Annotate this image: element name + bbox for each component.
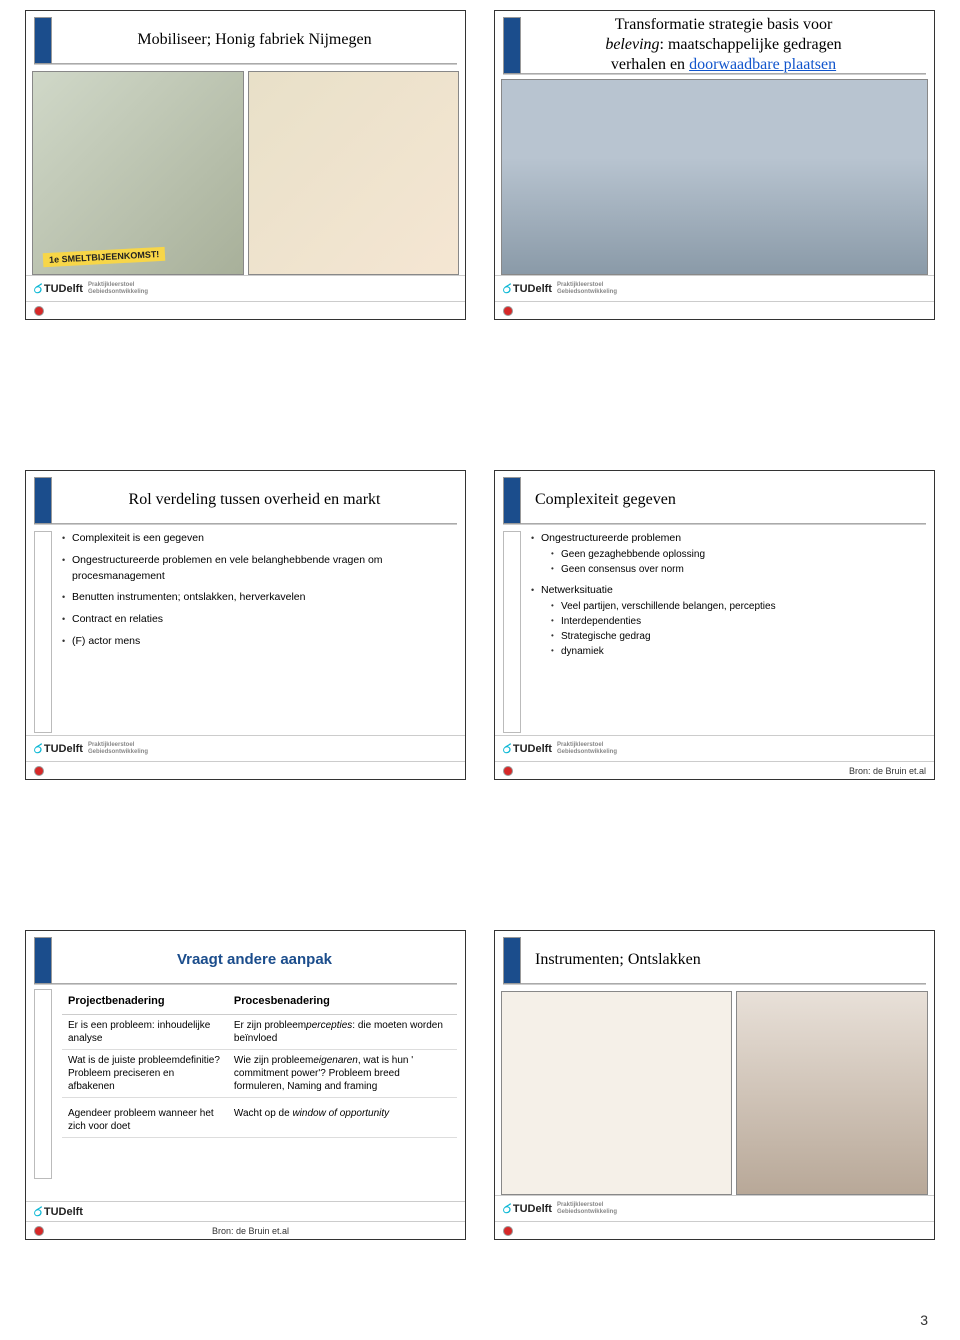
- tudelft-logo: ර TUDelft PraktijkleerstoelGebiedsontwik…: [34, 281, 148, 297]
- bullet-item: Contract en relaties: [62, 612, 455, 628]
- bullet-item: Netwerksituatie Veel partijen, verschill…: [531, 583, 924, 659]
- table-cell: Er zijn probleempercepties: die moeten w…: [228, 1014, 457, 1049]
- tudelft-logo: ර TUDelft PraktijkleerstoelGebiedsontwik…: [503, 741, 617, 757]
- logo-subtitle: PraktijkleerstoelGebiedsontwikkeling: [88, 742, 148, 755]
- bullet-list: Ongestructureerde problemen Geen gezaghe…: [531, 531, 924, 659]
- bullet-list: Complexiteit is een gegeven Ongestructur…: [62, 531, 455, 650]
- title-accent: [503, 477, 521, 524]
- slide-title: Rol verdeling tussen overheid en markt: [52, 477, 457, 524]
- flame-icon: ර: [503, 741, 511, 757]
- red-dot-icon: [34, 766, 44, 776]
- red-dot-icon: [503, 306, 513, 316]
- slide-title: Vraagt andere aanpak: [52, 937, 457, 984]
- sub-bullet: Strategische gedrag: [551, 629, 924, 644]
- tudelft-logo: ර TUDelft PraktijkleerstoelGebiedsontwik…: [34, 741, 148, 757]
- flame-icon: ර: [34, 281, 42, 297]
- table-cell: Agendeer probleem wanneer het zich voor …: [62, 1103, 228, 1138]
- sub-bullet: Interdependenties: [551, 614, 924, 629]
- source-text: Bron: de Bruin et.al: [212, 1226, 289, 1236]
- river-crossing-image: [501, 79, 928, 275]
- tudelft-logo: ර TUDelft PraktijkleerstoelGebiedsontwik…: [503, 1201, 617, 1217]
- red-dot-icon: [34, 306, 44, 316]
- content-accent: [503, 531, 521, 733]
- slide-title: Transformatie strategie basis voor belev…: [521, 17, 926, 74]
- table-header: Procesbenadering: [228, 989, 457, 1014]
- content-accent: [34, 989, 52, 1179]
- sub-bullet: Veel partijen, verschillende belangen, p…: [551, 599, 924, 614]
- slide-title: Instrumenten; Ontslakken: [521, 937, 926, 984]
- flame-icon: ර: [34, 1204, 42, 1220]
- slide-complexiteit: Complexiteit gegeven Ongestructureerde p…: [494, 470, 935, 780]
- sticky-notes-image: [248, 71, 460, 275]
- logo-subtitle: PraktijkleerstoelGebiedsontwikkeling: [88, 282, 148, 295]
- table-cell: Wat is de juiste probleemdefinitie? Prob…: [62, 1049, 228, 1097]
- bullet-item: Ongestructureerde problemen Geen gezaghe…: [531, 531, 924, 577]
- logo-text: TUDelft: [513, 283, 552, 295]
- logo-subtitle: PraktijkleerstoelGebiedsontwikkeling: [557, 742, 617, 755]
- logo-subtitle: PraktijkleerstoelGebiedsontwikkeling: [557, 1202, 617, 1215]
- table-cell: Wacht op de window of opportunity: [228, 1103, 457, 1138]
- tudelft-logo: ර TUDelft: [34, 1204, 83, 1220]
- bullet-item: Benutten instrumenten; ontslakken, herve…: [62, 590, 455, 606]
- bullet-item: (F) actor mens: [62, 634, 455, 650]
- tudelft-logo: ර TUDelft PraktijkleerstoelGebiedsontwik…: [503, 281, 617, 297]
- image-row: 1e SMELTBIJEENKOMST!: [32, 71, 459, 275]
- flame-icon: ර: [503, 1201, 511, 1217]
- sub-bullet: Geen consensus over norm: [551, 562, 924, 577]
- slide-vraagt-aanpak: Vraagt andere aanpak Projectbenadering P…: [25, 930, 466, 1240]
- slide-title: Mobiliseer; Honig fabriek Nijmegen: [52, 17, 457, 64]
- slide-rol-verdeling: Rol verdeling tussen overheid en markt C…: [25, 470, 466, 780]
- bullet-item: Complexiteit is een gegeven: [62, 531, 455, 547]
- slide-title: Complexiteit gegeven: [521, 477, 926, 524]
- logo-subtitle: PraktijkleerstoelGebiedsontwikkeling: [557, 282, 617, 295]
- banner-text: 1e SMELTBIJEENKOMST!: [43, 247, 166, 267]
- table-cell: Wie zijn probleemeigenaren, wat is hun '…: [228, 1049, 457, 1097]
- flame-icon: ර: [503, 281, 511, 297]
- logo-text: TUDelft: [44, 1206, 83, 1218]
- bullet-item: Ongestructureerde problemen en vele bela…: [62, 553, 455, 585]
- flame-icon: ර: [34, 741, 42, 757]
- table-header: Projectbenadering: [62, 989, 228, 1014]
- red-dot-icon: [34, 1226, 44, 1236]
- boxes-image: [501, 991, 732, 1195]
- title-accent: [503, 937, 521, 984]
- logo-text: TUDelft: [513, 1203, 552, 1215]
- slide-transformatie: Transformatie strategie basis voor belev…: [494, 10, 935, 320]
- title-accent: [34, 937, 52, 984]
- title-accent: [34, 17, 52, 64]
- factory-interior-image: 1e SMELTBIJEENKOMST!: [32, 71, 244, 275]
- source-text: Bron: de Bruin et.al: [849, 766, 926, 776]
- slide-mobiliseer: Mobiliseer; Honig fabriek Nijmegen 1e SM…: [25, 10, 466, 320]
- title-accent: [503, 17, 521, 74]
- room-image: [736, 991, 928, 1195]
- sub-bullet: Geen gezaghebbende oplossing: [551, 547, 924, 562]
- logo-text: TUDelft: [44, 743, 83, 755]
- red-dot-icon: [503, 766, 513, 776]
- red-dot-icon: [503, 1226, 513, 1236]
- table-cell: Er is een probleem: inhoudelijke analyse: [62, 1014, 228, 1049]
- sub-bullet: dynamiek: [551, 644, 924, 659]
- logo-text: TUDelft: [513, 743, 552, 755]
- title-accent: [34, 477, 52, 524]
- slide-instrumenten: Instrumenten; Ontslakken ර TUDelft Prakt…: [494, 930, 935, 1240]
- comparison-table: Projectbenadering Procesbenadering Er is…: [62, 989, 457, 1138]
- content-accent: [34, 531, 52, 733]
- page-number: 3: [920, 1312, 928, 1328]
- logo-text: TUDelft: [44, 283, 83, 295]
